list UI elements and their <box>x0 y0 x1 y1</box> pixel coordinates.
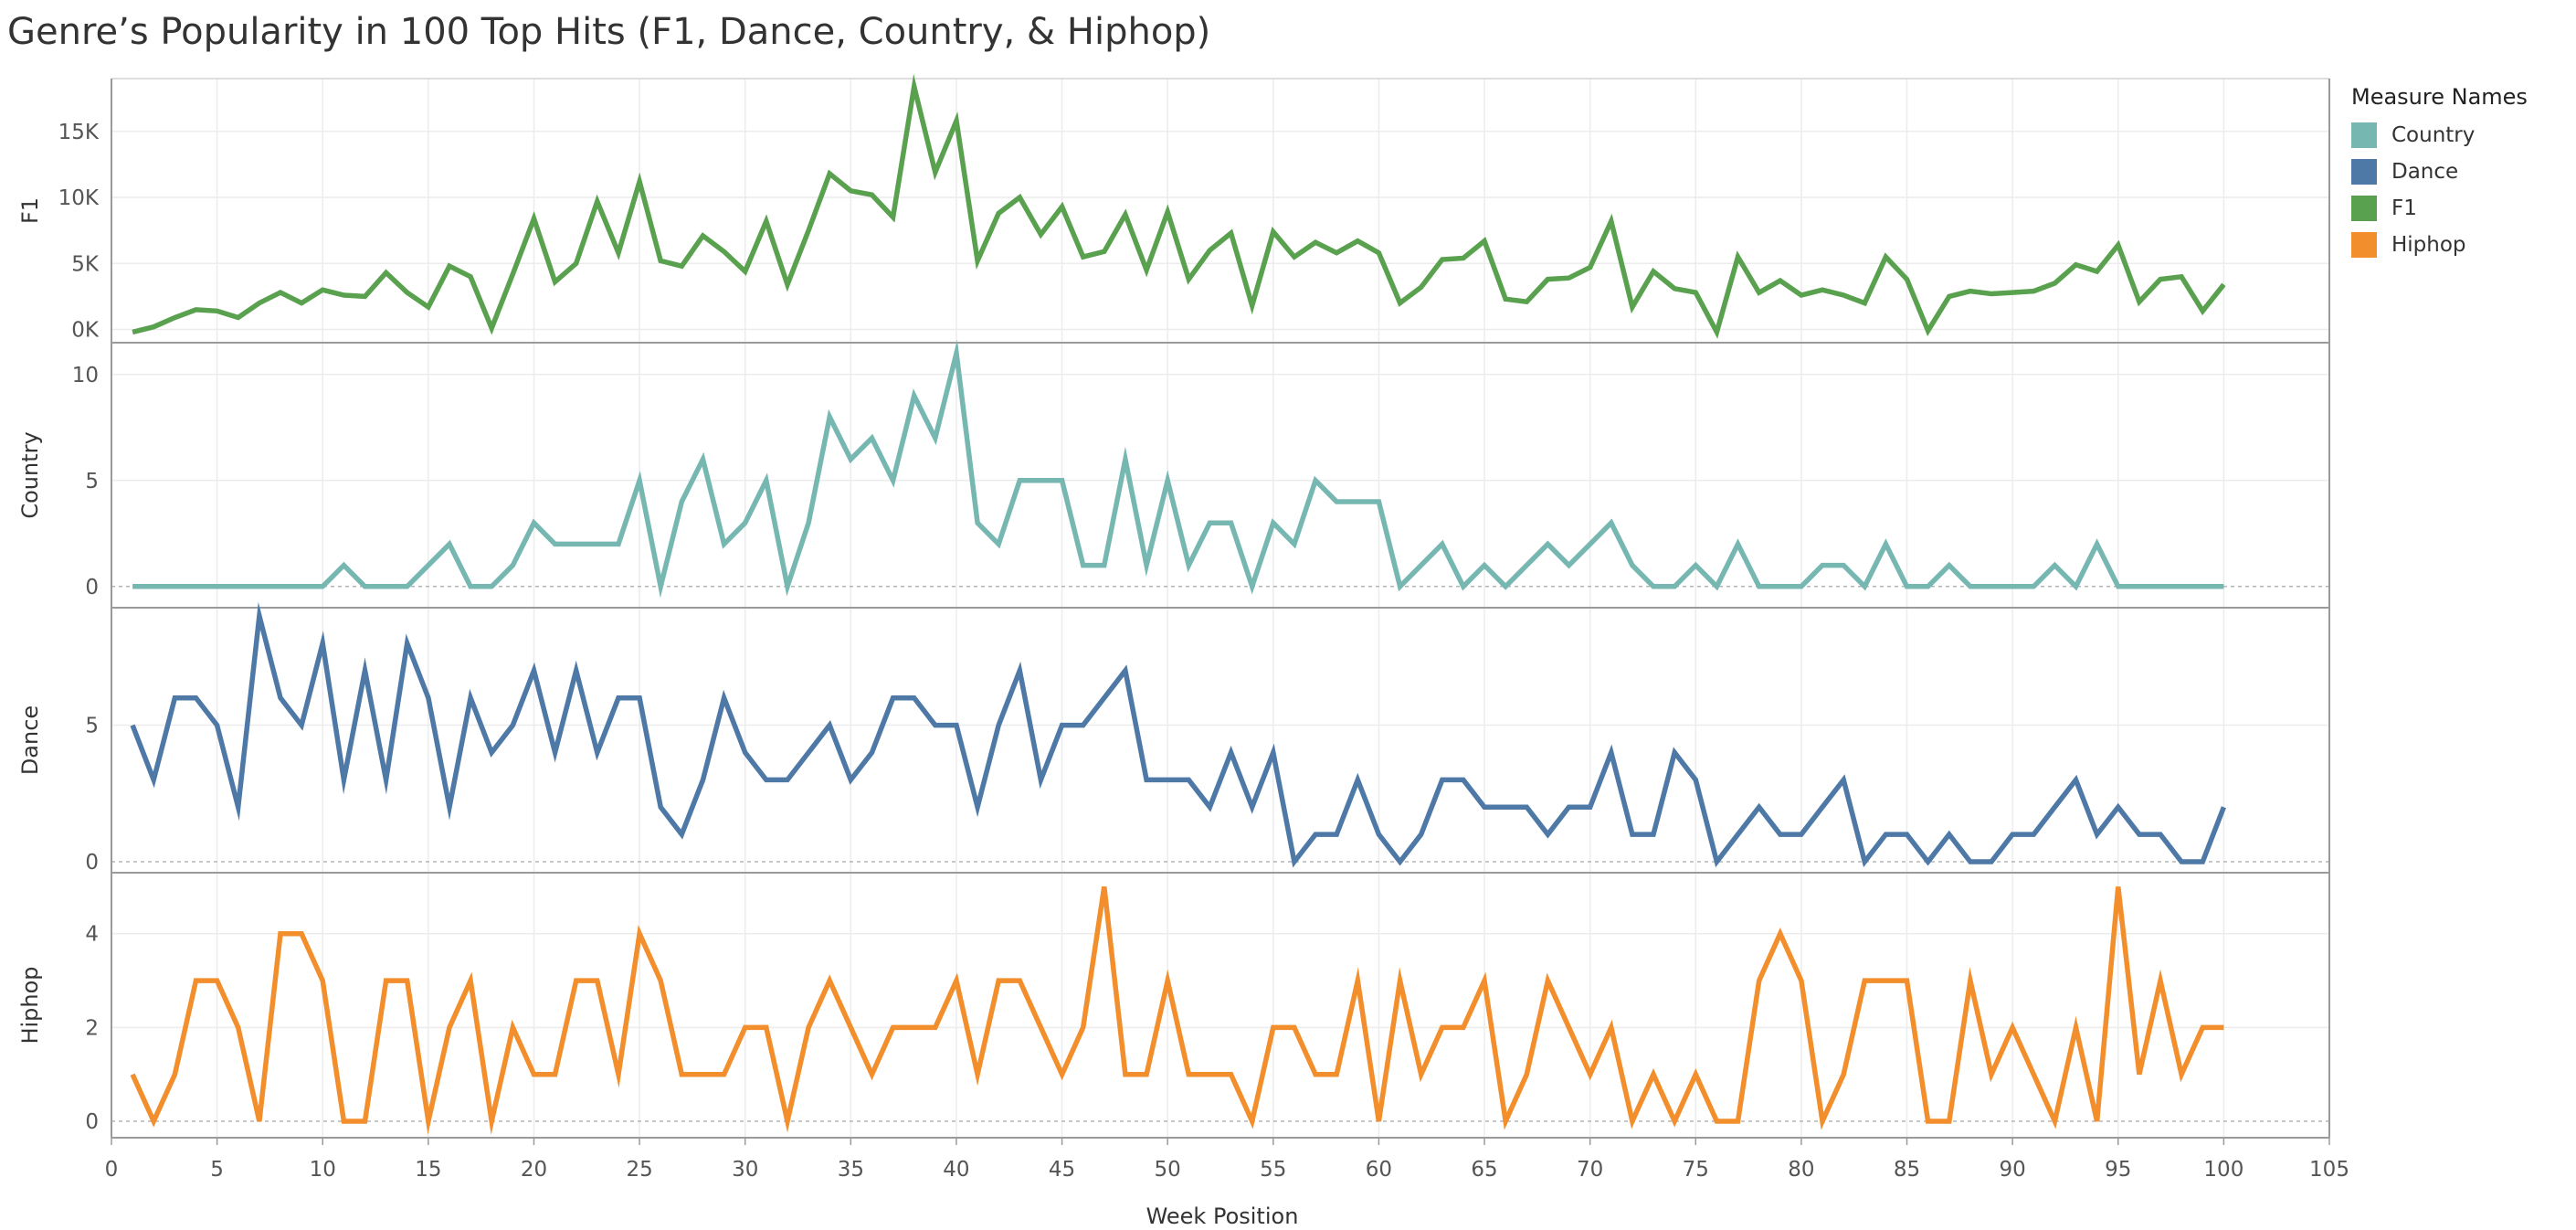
x-tick-label: 80 <box>1788 1158 1814 1182</box>
y-axis-title: F1 <box>17 197 43 224</box>
x-tick-label: 40 <box>943 1158 969 1182</box>
legend-swatch <box>2351 196 2377 221</box>
x-tick-label: 105 <box>2309 1158 2349 1182</box>
x-tick-label: 35 <box>838 1158 864 1182</box>
legend-title: Measure Names <box>2351 84 2528 110</box>
legend-swatch <box>2351 159 2377 185</box>
y-tick-label: 0K <box>71 319 100 343</box>
x-tick-label: 65 <box>1471 1158 1497 1182</box>
y-tick-label: 10K <box>58 186 100 210</box>
x-tick-label: 60 <box>1366 1158 1392 1182</box>
x-tick-label: 25 <box>626 1158 652 1182</box>
x-tick-label: 55 <box>1260 1158 1286 1182</box>
x-tick-label: 50 <box>1155 1158 1181 1182</box>
y-tick-label: 5 <box>85 470 99 493</box>
legend: Measure Names Country Dance F1 Hiphop <box>2351 84 2528 263</box>
x-tick-label: 90 <box>2000 1158 2026 1182</box>
legend-item-country[interactable]: Country <box>2351 117 2528 154</box>
x-tick-label: 95 <box>2105 1158 2131 1182</box>
x-tick-label: 45 <box>1049 1158 1075 1182</box>
y-tick-label: 2 <box>85 1016 99 1040</box>
y-tick-label: 0 <box>85 1110 99 1134</box>
x-tick-label: 5 <box>210 1158 224 1182</box>
x-tick-label: 85 <box>1894 1158 1920 1182</box>
y-axis-title: Country <box>17 431 43 518</box>
x-tick-label: 20 <box>521 1158 547 1182</box>
legend-item-f1[interactable]: F1 <box>2351 190 2528 227</box>
series-line-country <box>132 339 2224 599</box>
y-tick-label: 15K <box>58 121 100 144</box>
x-tick-label: 70 <box>1577 1158 1603 1182</box>
x-tick-label: 10 <box>310 1158 336 1182</box>
x-tick-label: 100 <box>2203 1158 2243 1182</box>
x-axis-title: Week Position <box>1146 1203 1299 1229</box>
series-layer <box>130 73 2226 1135</box>
series-line-dance <box>130 601 2226 868</box>
x-tick-label: 15 <box>415 1158 441 1182</box>
legend-label: Country <box>2391 123 2476 147</box>
y-tick-label: 0 <box>85 851 99 875</box>
x-tick-label: 30 <box>732 1158 758 1182</box>
chart-title: Genre’s Popularity in 100 Top Hits (F1, … <box>7 11 1211 53</box>
x-tick-label: 0 <box>105 1158 119 1182</box>
y-tick-label: 5K <box>71 252 100 276</box>
y-axis-title: Dance <box>17 705 43 775</box>
y-tick-label: 5 <box>85 715 99 738</box>
x-tick-label: 75 <box>1683 1158 1709 1182</box>
series-line-hiphop <box>130 885 2224 1135</box>
series-line-f1 <box>132 73 2226 339</box>
legend-item-hiphop[interactable]: Hiphop <box>2351 227 2528 263</box>
legend-item-dance[interactable]: Dance <box>2351 154 2528 190</box>
legend-label: Dance <box>2391 160 2459 184</box>
legend-label: Hiphop <box>2391 233 2466 257</box>
legend-swatch <box>2351 232 2377 258</box>
y-tick-label: 4 <box>85 923 99 947</box>
axis-layer: 0K 5K 10K 15K F1 0 5 10 Country 0 5 Dance 0 2 4 Hiphop 0… <box>17 78 2349 1182</box>
y-tick-label: 10 <box>72 364 99 387</box>
y-tick-label: 0 <box>85 576 99 599</box>
legend-swatch <box>2351 122 2377 148</box>
y-axis-title: Hiphop <box>17 966 43 1044</box>
legend-label: F1 <box>2391 196 2417 220</box>
